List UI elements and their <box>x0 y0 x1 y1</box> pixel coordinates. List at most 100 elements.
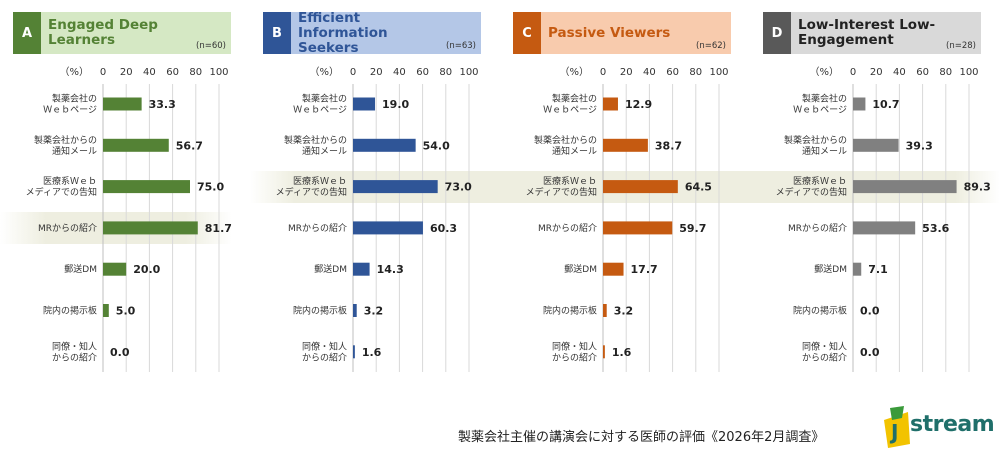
category-label: MRからの紹介 <box>788 222 847 234</box>
value-label: 75.0 <box>197 181 224 194</box>
x-tick-label: 80 <box>939 67 952 78</box>
category-label: MRからの紹介 <box>38 222 97 234</box>
unit-label: （%） <box>809 66 839 78</box>
unit-label: （%） <box>59 66 89 78</box>
category-label: 製薬会社のＷｅｂページ <box>793 93 847 116</box>
category-label: 同僚・知人からの紹介 <box>302 340 347 363</box>
value-label: 33.3 <box>149 98 176 111</box>
bar <box>603 304 607 317</box>
category-label: 院内の掲示板 <box>543 305 597 317</box>
bar <box>853 221 916 235</box>
x-tick-label: 40 <box>393 67 406 78</box>
category-label: 医療系Ｗｅｂメディアでの告知 <box>26 175 97 198</box>
x-tick-label: 40 <box>893 67 906 78</box>
category-label: 郵送DM <box>64 263 97 275</box>
x-tick-label: 60 <box>416 67 429 78</box>
bar <box>853 97 866 111</box>
bar <box>853 180 957 194</box>
value-label: 64.5 <box>685 181 712 194</box>
bar <box>853 262 862 276</box>
value-label: 0.0 <box>860 305 880 318</box>
bar <box>353 345 355 359</box>
value-label: 1.6 <box>362 346 382 359</box>
bar <box>103 304 109 317</box>
logo-text: stream <box>910 412 995 437</box>
category-label: 医療系Ｗｅｂメディアでの告知 <box>776 175 847 198</box>
bar-chart-b: （%） 0 20 40 60 80 100 製薬会社のＷｅｂページ 19.0 製薬会社からの通知メ… <box>276 66 479 372</box>
category-label: 同僚・知人からの紹介 <box>52 340 97 363</box>
category-label: 製薬会社のＷｅｂページ <box>543 93 597 116</box>
segment-title: Efficient Information Seekers <box>298 9 388 56</box>
logo-mark-icon: J <box>884 406 910 448</box>
value-label: 39.3 <box>906 139 933 152</box>
unit-label: （%） <box>309 66 339 78</box>
category-label: 院内の掲示板 <box>43 305 97 317</box>
value-label: 20.0 <box>133 263 160 276</box>
x-tick-label: 0 <box>350 67 356 78</box>
unit-label: （%） <box>559 66 589 78</box>
panel-d: D Low-Interest Low-Engagement (n=28) （%） 0 20… <box>763 12 998 372</box>
value-label: 12.9 <box>625 98 652 111</box>
category-label: 製薬会社からの通知メール <box>284 134 347 157</box>
value-label: 10.7 <box>872 98 899 111</box>
panel-a: A Engaged Deep Learners (n=60) （%） 0 20 40 60 80… <box>13 12 248 372</box>
value-label: 89.3 <box>964 181 991 194</box>
bar <box>103 97 142 111</box>
bar-chart-d: （%） 0 20 40 60 80 100 製薬会社のＷｅｂページ 10.7 製薬会社からの通知メ… <box>776 66 991 372</box>
bar <box>353 221 423 235</box>
segment-letter: A <box>13 12 41 54</box>
x-tick-label: 20 <box>620 67 633 78</box>
category-label: 郵送DM <box>814 263 847 275</box>
bar <box>103 138 169 152</box>
segment-letter: D <box>763 12 791 54</box>
value-label: 7.1 <box>868 263 888 276</box>
x-tick-label: 0 <box>600 67 606 78</box>
category-label: 医療系Ｗｅｂメディアでの告知 <box>526 175 597 198</box>
value-label: 38.7 <box>655 139 682 152</box>
segment-title: Low-Interest Low-Engagement <box>798 17 936 48</box>
x-tick-label: 60 <box>666 67 679 78</box>
x-tick-label: 100 <box>959 67 978 78</box>
x-tick-label: 80 <box>689 67 702 78</box>
value-label: 3.2 <box>364 305 384 318</box>
x-tick-label: 100 <box>459 67 478 78</box>
panel-header: D Low-Interest Low-Engagement (n=28) <box>763 12 981 54</box>
value-label: 17.7 <box>631 263 658 276</box>
value-label: 5.0 <box>116 305 136 318</box>
value-label: 14.3 <box>377 263 404 276</box>
x-tick-label: 0 <box>850 67 856 78</box>
bar <box>353 262 370 276</box>
segment-n: (n=60) <box>196 41 226 51</box>
bar <box>353 180 438 194</box>
bar <box>603 138 648 152</box>
x-tick-label: 60 <box>916 67 929 78</box>
value-label: 1.6 <box>612 346 632 359</box>
panel-c: C Passive Viewers (n=62) （%） 0 20 40 60 80 100 製薬会… <box>513 12 748 372</box>
category-label: 同僚・知人からの紹介 <box>552 340 597 363</box>
segment-title: Engaged Deep Learners <box>48 17 158 48</box>
x-tick-label: 100 <box>709 67 728 78</box>
value-label: 59.7 <box>679 222 706 235</box>
bar <box>103 221 198 235</box>
category-label: MRからの紹介 <box>288 222 347 234</box>
value-label: 56.7 <box>176 139 203 152</box>
x-tick-label: 20 <box>870 67 883 78</box>
x-tick-label: 60 <box>166 67 179 78</box>
segment-n: (n=63) <box>446 41 476 51</box>
bar <box>603 180 678 194</box>
segment-title: Passive Viewers <box>548 24 671 41</box>
category-label: 製薬会社のＷｅｂページ <box>293 93 347 116</box>
x-tick-label: 20 <box>120 67 133 78</box>
value-label: 81.7 <box>205 222 232 235</box>
value-label: 0.0 <box>860 346 880 359</box>
category-label: 医療系Ｗｅｂメディアでの告知 <box>276 175 347 198</box>
segment-letter: B <box>263 12 291 54</box>
bar <box>603 97 618 111</box>
bar <box>603 345 605 359</box>
bar <box>353 304 357 317</box>
jstream-logo: J stream <box>882 406 995 450</box>
bar <box>353 97 376 111</box>
value-label: 19.0 <box>382 98 409 111</box>
logo-mark-letter: J <box>889 420 898 444</box>
category-label: 製薬会社からの通知メール <box>534 134 597 157</box>
